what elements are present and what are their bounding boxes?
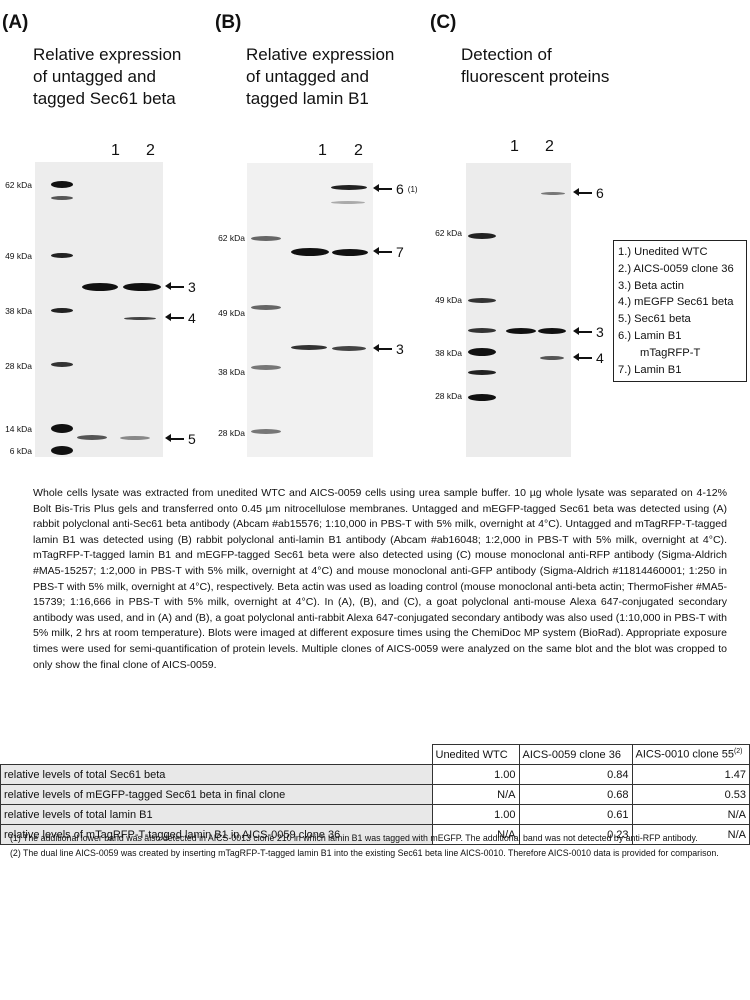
- western-blot-c: [466, 163, 571, 457]
- arrow-icon: [373, 185, 392, 192]
- lane-1-label: 1: [318, 142, 327, 159]
- table-row: relative levels of total lamin B1 1.00 0…: [0, 804, 750, 825]
- kda-marker: 38 kDa: [435, 348, 462, 358]
- table-cell: relative levels of total lamin B1: [0, 804, 433, 825]
- panel-b-label: (B): [215, 12, 242, 33]
- lane-2-label: 2: [545, 138, 554, 155]
- table-header-cell: [0, 744, 433, 765]
- kda-marker: 14 kDa: [5, 424, 32, 434]
- band-arrow: 5: [165, 431, 196, 447]
- table-cell: 0.53: [631, 784, 750, 805]
- kda-marker: 38 kDa: [218, 367, 245, 377]
- lane-1-label: 1: [111, 142, 120, 159]
- table-cell: N/A: [631, 804, 750, 825]
- western-blot-a: [35, 162, 163, 457]
- band-arrow: 4: [165, 310, 196, 326]
- table-row: relative levels of mTagRFP-T-tagged lami…: [0, 824, 750, 845]
- table-cell: 1.00: [431, 804, 520, 825]
- methods-description: Whole cells lysate was extracted from un…: [33, 487, 727, 671]
- panel-b-title: Relative expression of untagged and tagg…: [246, 45, 395, 108]
- panel-a-label: (A): [2, 12, 29, 33]
- panel-c-label: (C): [430, 12, 457, 33]
- table-cell: 0.84: [518, 764, 633, 785]
- panel-c-title: Detection of fluorescent proteins: [461, 45, 610, 86]
- lane-2-label: 2: [354, 142, 363, 159]
- table-row: relative levels of total Sec61 beta 1.00…: [0, 764, 750, 785]
- table-cell: 0.68: [518, 784, 633, 805]
- table-header-cell: AICS-0059 clone 36: [518, 744, 633, 765]
- table-cell: 0.61: [518, 804, 633, 825]
- table-cell: relative levels of total Sec61 beta: [0, 764, 433, 785]
- arrow-icon: [165, 283, 184, 290]
- band-arrow: 6 (1): [373, 181, 418, 197]
- legend-item: 7.) Lamin B1: [618, 363, 682, 376]
- kda-marker: 49 kDa: [5, 251, 32, 261]
- kda-marker: 62 kDa: [218, 233, 245, 243]
- table-cell: 0.23: [518, 824, 633, 845]
- lane-2-label: 2: [146, 142, 155, 159]
- table-cell: relative levels of mTagRFP-T-tagged lami…: [0, 824, 433, 845]
- table-header-cell: Unedited WTC: [431, 744, 520, 765]
- footnote: (2) The dual line AICS-0059 was created …: [10, 847, 719, 858]
- kda-marker: 38 kDa: [5, 306, 32, 316]
- kda-marker: 62 kDa: [435, 228, 462, 238]
- legend-item: 2.) AICS-0059 clone 36: [618, 262, 734, 275]
- band-arrow: 3: [165, 279, 196, 295]
- arrow-icon: [373, 248, 392, 255]
- quantification-table: Unedited WTC AICS-0059 clone 36 AICS-001…: [0, 744, 750, 845]
- table-row: relative levels of mEGFP-tagged Sec61 be…: [0, 784, 750, 805]
- table-cell: N/A: [431, 784, 520, 805]
- kda-marker: 6 kDa: [9, 446, 32, 456]
- band-arrow: 7: [373, 244, 404, 260]
- arrow-icon: [165, 435, 184, 442]
- legend-item: 1.) Unedited WTC: [618, 246, 708, 258]
- legend-item: mTagRFP-T: [640, 346, 701, 359]
- table-cell: 1.00: [431, 764, 520, 785]
- table-cell: N/A: [631, 824, 750, 845]
- footnotes: (1) The additional lower band was also d…: [10, 832, 740, 861]
- arrow-icon: [573, 354, 592, 361]
- table-cell: N/A: [431, 824, 520, 845]
- arrow-icon: [573, 328, 592, 335]
- table-cell: relative levels of mEGFP-tagged Sec61 be…: [0, 784, 433, 805]
- kda-marker: 49 kDa: [218, 308, 245, 318]
- western-blot-b: [247, 163, 373, 457]
- table-cell: 1.47: [631, 764, 750, 785]
- kda-marker: 28 kDa: [5, 361, 32, 371]
- table-header-row: Unedited WTC AICS-0059 clone 36 AICS-001…: [0, 744, 750, 765]
- lane-1-label: 1: [510, 138, 519, 155]
- footnote: (1) The additional lower band was also d…: [10, 833, 698, 843]
- kda-marker: 62 kDa: [5, 180, 32, 190]
- arrow-icon: [573, 189, 592, 196]
- band-arrow: 3: [373, 341, 404, 357]
- legend-item: 3.) Beta actin: [618, 279, 684, 292]
- legend-item: 4.) mEGFP Sec61 beta: [618, 296, 734, 309]
- kda-marker: 49 kDa: [435, 295, 462, 305]
- arrow-icon: [373, 345, 392, 352]
- panel-a-title: Relative expression of untagged and tagg…: [33, 45, 182, 108]
- arrow-icon: [165, 314, 184, 321]
- legend-item: 5.) Sec61 beta: [618, 313, 691, 326]
- band-arrow: 6: [573, 185, 604, 201]
- lane-legend: 1.) Unedited WTC 2.) AICS-0059 clone 36 …: [613, 240, 747, 383]
- band-arrow: 3: [573, 324, 604, 340]
- kda-marker: 28 kDa: [218, 428, 245, 438]
- table-header-cell: AICS-0010 clone 55(2): [631, 744, 750, 765]
- band-arrow: 4: [573, 350, 604, 366]
- kda-marker: 28 kDa: [435, 391, 462, 401]
- legend-item: 6.) Lamin B1: [618, 329, 682, 342]
